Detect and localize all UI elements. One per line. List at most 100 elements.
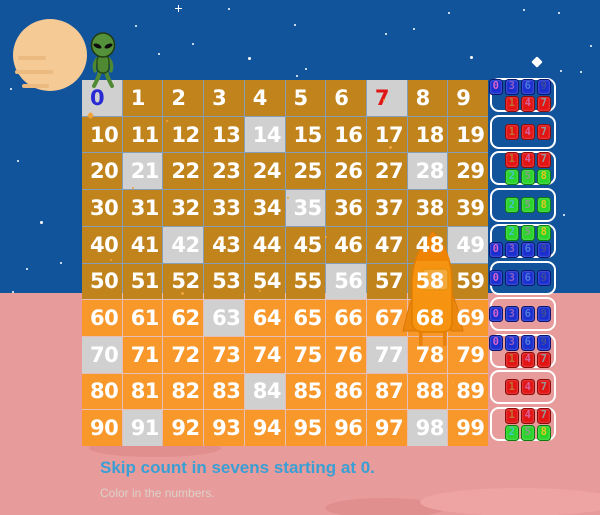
digit-key-4[interactable]: 4 xyxy=(520,379,535,395)
digit-key-7[interactable]: 7 xyxy=(536,151,551,168)
grid-cell-55[interactable]: 55 xyxy=(285,263,326,300)
grid-cell-70[interactable]: 70 xyxy=(82,336,122,373)
grid-cell-86[interactable]: 86 xyxy=(326,373,366,410)
digit-key-0[interactable]: 0 xyxy=(488,241,503,258)
digit-key-9[interactable]: 9 xyxy=(536,306,551,322)
digit-key-0[interactable]: 0 xyxy=(488,334,503,351)
grid-cell-29[interactable]: 29 xyxy=(448,153,488,190)
grid-cell-4[interactable]: 4 xyxy=(244,80,285,116)
grid-cell-96[interactable]: 96 xyxy=(326,410,366,446)
grid-cell-61[interactable]: 61 xyxy=(122,300,163,336)
grid-cell-22[interactable]: 22 xyxy=(163,153,204,190)
digit-key-3[interactable]: 3 xyxy=(504,78,519,95)
digit-key-2[interactable]: 2 xyxy=(504,224,519,241)
digit-key-8[interactable]: 8 xyxy=(536,424,551,441)
digit-key-1[interactable]: 1 xyxy=(504,407,519,424)
grid-cell-92[interactable]: 92 xyxy=(163,410,204,446)
grid-cell-99[interactable]: 99 xyxy=(448,410,488,446)
grid-cell-44[interactable]: 44 xyxy=(244,226,285,263)
digit-key-7[interactable]: 7 xyxy=(536,351,551,368)
grid-cell-60[interactable]: 60 xyxy=(82,300,122,336)
grid-cell-91[interactable]: 91 xyxy=(122,410,163,446)
digit-key-7[interactable]: 7 xyxy=(536,407,551,424)
grid-cell-87[interactable]: 87 xyxy=(366,373,407,410)
grid-cell-48[interactable]: 48 xyxy=(407,226,448,263)
grid-cell-73[interactable]: 73 xyxy=(204,336,244,373)
grid-cell-54[interactable]: 54 xyxy=(244,263,285,300)
digit-key-6[interactable]: 6 xyxy=(520,241,535,258)
digit-key-5[interactable]: 5 xyxy=(520,224,535,241)
digit-key-4[interactable]: 4 xyxy=(520,124,535,140)
grid-cell-57[interactable]: 57 xyxy=(366,263,407,300)
grid-cell-9[interactable]: 9 xyxy=(448,80,488,116)
grid-cell-77[interactable]: 77 xyxy=(366,336,407,373)
digit-key-1[interactable]: 1 xyxy=(504,95,519,112)
digit-key-1[interactable]: 1 xyxy=(504,124,519,140)
digit-key-2[interactable]: 2 xyxy=(504,197,519,213)
grid-cell-53[interactable]: 53 xyxy=(204,263,244,300)
grid-cell-75[interactable]: 75 xyxy=(285,336,326,373)
grid-cell-63[interactable]: 63 xyxy=(204,300,244,336)
grid-cell-37[interactable]: 37 xyxy=(366,190,407,226)
grid-cell-95[interactable]: 95 xyxy=(285,410,326,446)
grid-cell-51[interactable]: 51 xyxy=(122,263,163,300)
digit-key-0[interactable]: 0 xyxy=(488,78,503,95)
grid-cell-84[interactable]: 84 xyxy=(244,373,285,410)
grid-cell-90[interactable]: 90 xyxy=(82,410,122,446)
digit-key-3[interactable]: 3 xyxy=(504,306,519,322)
digit-key-5[interactable]: 5 xyxy=(520,168,535,185)
grid-cell-49[interactable]: 49 xyxy=(448,226,488,263)
grid-cell-42[interactable]: 42 xyxy=(163,226,204,263)
digit-key-5[interactable]: 5 xyxy=(520,424,535,441)
digit-key-3[interactable]: 3 xyxy=(504,270,519,286)
digit-key-1[interactable]: 1 xyxy=(504,351,519,368)
grid-cell-78[interactable]: 78 xyxy=(407,336,448,373)
grid-cell-5[interactable]: 5 xyxy=(285,80,326,116)
digit-key-7[interactable]: 7 xyxy=(536,95,551,112)
digit-key-9[interactable]: 9 xyxy=(536,334,551,351)
grid-cell-6[interactable]: 6 xyxy=(326,80,366,116)
grid-cell-41[interactable]: 41 xyxy=(122,226,163,263)
grid-cell-14[interactable]: 14 xyxy=(244,116,285,153)
digit-key-9[interactable]: 9 xyxy=(536,241,551,258)
grid-cell-72[interactable]: 72 xyxy=(163,336,204,373)
grid-cell-27[interactable]: 27 xyxy=(366,153,407,190)
digit-key-7[interactable]: 7 xyxy=(536,379,551,395)
grid-cell-0[interactable]: 0 xyxy=(82,80,122,116)
grid-cell-46[interactable]: 46 xyxy=(326,226,366,263)
grid-cell-33[interactable]: 33 xyxy=(204,190,244,226)
grid-cell-11[interactable]: 11 xyxy=(122,116,163,153)
grid-cell-23[interactable]: 23 xyxy=(204,153,244,190)
grid-cell-74[interactable]: 74 xyxy=(244,336,285,373)
grid-cell-16[interactable]: 16 xyxy=(326,116,366,153)
digit-key-6[interactable]: 6 xyxy=(520,334,535,351)
grid-cell-89[interactable]: 89 xyxy=(448,373,488,410)
grid-cell-50[interactable]: 50 xyxy=(82,263,122,300)
grid-cell-13[interactable]: 13 xyxy=(204,116,244,153)
grid-cell-19[interactable]: 19 xyxy=(448,116,488,153)
grid-cell-98[interactable]: 98 xyxy=(407,410,448,446)
grid-cell-56[interactable]: 56 xyxy=(326,263,366,300)
grid-cell-97[interactable]: 97 xyxy=(366,410,407,446)
digit-key-3[interactable]: 3 xyxy=(504,241,519,258)
grid-cell-10[interactable]: 10 xyxy=(82,116,122,153)
grid-cell-28[interactable]: 28 xyxy=(407,153,448,190)
grid-cell-93[interactable]: 93 xyxy=(204,410,244,446)
digit-key-6[interactable]: 6 xyxy=(520,270,535,286)
digit-key-7[interactable]: 7 xyxy=(536,124,551,140)
grid-cell-85[interactable]: 85 xyxy=(285,373,326,410)
grid-cell-40[interactable]: 40 xyxy=(82,226,122,263)
grid-cell-3[interactable]: 3 xyxy=(204,80,244,116)
digit-key-6[interactable]: 6 xyxy=(520,306,535,322)
grid-cell-17[interactable]: 17 xyxy=(366,116,407,153)
grid-cell-12[interactable]: 12 xyxy=(163,116,204,153)
digit-key-0[interactable]: 0 xyxy=(488,306,503,322)
grid-cell-21[interactable]: 21 xyxy=(122,153,163,190)
grid-cell-83[interactable]: 83 xyxy=(204,373,244,410)
digit-key-2[interactable]: 2 xyxy=(504,424,519,441)
digit-key-4[interactable]: 4 xyxy=(520,151,535,168)
grid-cell-67[interactable]: 67 xyxy=(366,300,407,336)
digit-key-8[interactable]: 8 xyxy=(536,197,551,213)
grid-cell-94[interactable]: 94 xyxy=(244,410,285,446)
grid-cell-43[interactable]: 43 xyxy=(204,226,244,263)
